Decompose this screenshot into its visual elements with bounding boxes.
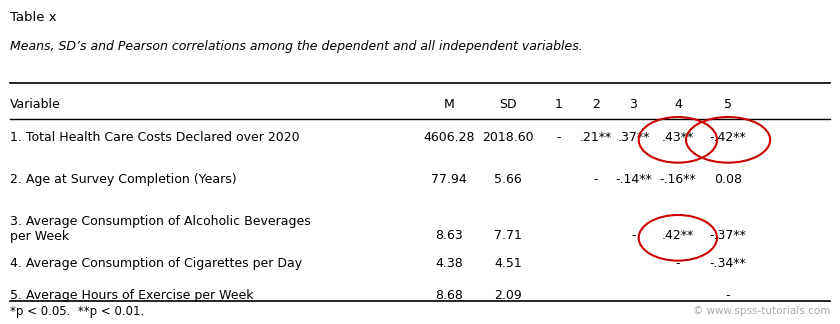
Text: -.16**: -.16**: [659, 173, 696, 186]
Text: 3. Average Consumption of Alcoholic Beverages
per Week: 3. Average Consumption of Alcoholic Beve…: [10, 215, 311, 243]
Text: 5: 5: [724, 98, 732, 111]
Text: -.42**: -.42**: [710, 132, 747, 145]
Text: 4. Average Consumption of Cigarettes per Day: 4. Average Consumption of Cigarettes per…: [10, 257, 302, 270]
Text: -.34**: -.34**: [710, 257, 747, 270]
Text: -.14**: -.14**: [615, 173, 652, 186]
Text: -: -: [631, 229, 636, 242]
Text: 0.08: 0.08: [714, 173, 742, 186]
Text: -.37**: -.37**: [710, 229, 747, 242]
Text: 4606.28: 4606.28: [423, 132, 475, 145]
Text: 2018.60: 2018.60: [482, 132, 533, 145]
Text: 4.38: 4.38: [435, 257, 463, 270]
Text: .42**: .42**: [662, 229, 694, 242]
Text: 5.66: 5.66: [494, 173, 522, 186]
Text: .21**: .21**: [580, 132, 612, 145]
Text: 4.51: 4.51: [494, 257, 522, 270]
Text: -: -: [594, 173, 598, 186]
Text: -: -: [675, 257, 680, 270]
Text: 4: 4: [674, 98, 682, 111]
Text: -: -: [726, 289, 730, 302]
Text: Variable: Variable: [10, 98, 60, 111]
Text: 8.63: 8.63: [435, 229, 463, 242]
Text: 77.94: 77.94: [432, 173, 467, 186]
Text: © www.spss-tutorials.com: © www.spss-tutorials.com: [693, 306, 830, 316]
Text: 7.71: 7.71: [494, 229, 522, 242]
Text: SD: SD: [499, 98, 517, 111]
Text: 2. Age at Survey Completion (Years): 2. Age at Survey Completion (Years): [10, 173, 236, 186]
Text: .37**: .37**: [617, 132, 649, 145]
Text: 5. Average Hours of Exercise per Week: 5. Average Hours of Exercise per Week: [10, 289, 254, 302]
Text: .43**: .43**: [662, 132, 694, 145]
Text: Means, SD’s and Pearson correlations among the dependent and all independent var: Means, SD’s and Pearson correlations amo…: [10, 40, 582, 53]
Text: Table x: Table x: [10, 11, 56, 24]
Text: 1. Total Health Care Costs Declared over 2020: 1. Total Health Care Costs Declared over…: [10, 132, 299, 145]
Text: 2: 2: [592, 98, 600, 111]
Text: M: M: [444, 98, 454, 111]
Text: 2.09: 2.09: [494, 289, 522, 302]
Text: *p < 0.05.  **p < 0.01.: *p < 0.05. **p < 0.01.: [10, 305, 144, 318]
Text: 1: 1: [554, 98, 562, 111]
Text: -: -: [556, 132, 560, 145]
Text: 3: 3: [629, 98, 638, 111]
Text: 8.68: 8.68: [435, 289, 463, 302]
